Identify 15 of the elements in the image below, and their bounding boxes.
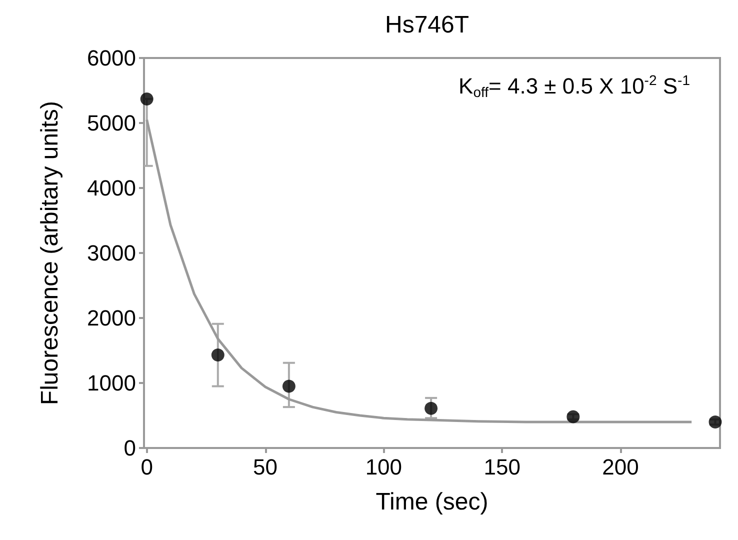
y-tick-label: 4000 — [87, 176, 136, 200]
x-tick-label: 200 — [602, 454, 639, 480]
y-axis-title: Fluorescence (arbitary units) — [36, 100, 64, 406]
x-tick-label: 0 — [140, 454, 153, 480]
x-tick-label: 100 — [365, 454, 402, 480]
y-tick-label: 6000 — [87, 46, 136, 70]
chart-title: Hs746T — [384, 12, 470, 38]
x-axis-title: Time (sec) — [376, 488, 488, 516]
y-tick-label: 5000 — [87, 110, 136, 136]
x-tick-label: 150 — [484, 454, 520, 480]
y-tick-label: 3000 — [87, 240, 136, 266]
x-tick-label: 50 — [253, 454, 278, 480]
y-tick-label: 0 — [124, 436, 136, 460]
y-tick-label: 1000 — [87, 370, 136, 396]
y-tick-label: 2000 — [87, 306, 136, 330]
